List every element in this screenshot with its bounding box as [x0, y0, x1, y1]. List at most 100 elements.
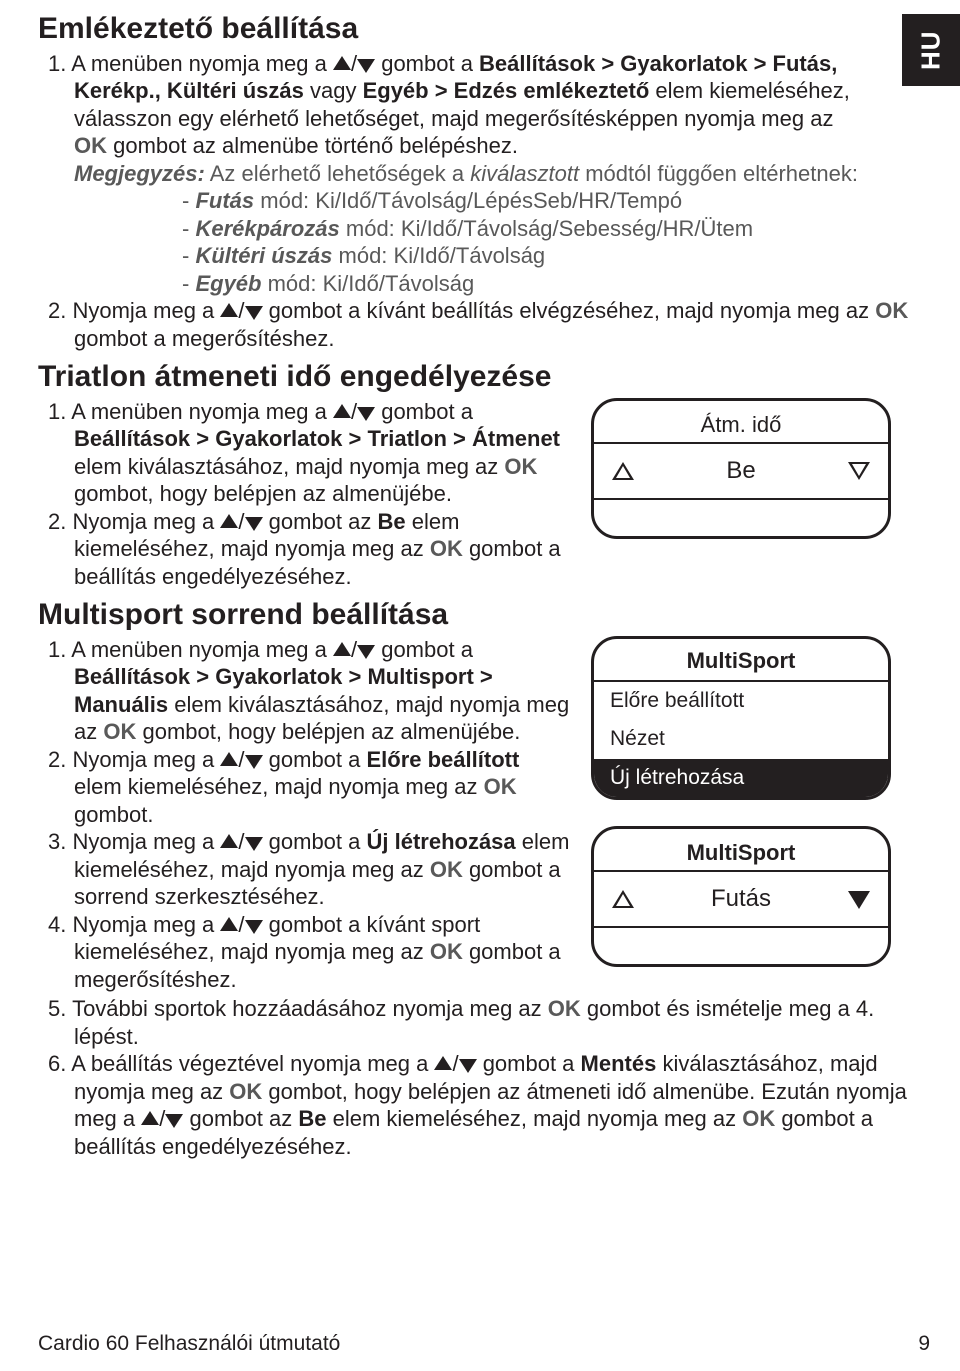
ms-select-title: MultiSport	[594, 829, 888, 871]
up-icon	[220, 303, 238, 317]
s3-step4: 4. Nyomja meg a / gombot a kívánt sport …	[38, 911, 573, 994]
screen-blank-row	[594, 928, 888, 964]
triathlon-text: 1. A menüben nyomja meg a / gombot a Beá…	[38, 398, 573, 591]
down-outline-icon	[848, 462, 870, 480]
text: gombot, hogy belépjen az almenüjébe.	[136, 719, 520, 744]
value-label: Új létrehozása	[366, 829, 515, 854]
up-outline-icon	[612, 890, 634, 908]
note-line: - Kerékpározás mód: Ki/Idő/Távolság/Sebe…	[182, 215, 930, 243]
down-icon	[245, 755, 263, 769]
text: mód: Ki/Idő/Távolság/LépésSeb/HR/Tempó	[254, 188, 682, 213]
mode-name: Kerékpározás	[195, 216, 339, 241]
ok-label: OK	[875, 298, 908, 323]
text: gombot a	[263, 747, 367, 772]
ok-label: OK	[430, 939, 463, 964]
manual-page: HU Emlékeztető beállítása 1. A menüben n…	[0, 0, 960, 1371]
s3-step6: 6. A beállítás végeztével nyomja meg a /…	[38, 1050, 930, 1160]
text: Az elérhető lehetőségek a	[205, 161, 470, 186]
text: 6. A beállítás végeztével nyomja meg a	[48, 1051, 434, 1076]
up-icon	[220, 834, 238, 848]
text: 1. A menüben nyomja meg a	[48, 51, 333, 76]
text: -	[182, 216, 195, 241]
text: 2. Nyomja meg a	[48, 747, 220, 772]
text: gombot az	[183, 1106, 298, 1131]
ok-label: OK	[430, 857, 463, 882]
device-screen-transition: Átm. idő Be	[591, 398, 891, 540]
ms-select-value: Futás	[634, 884, 848, 914]
ms-menu-item-selected: Új létrehozása	[594, 759, 888, 797]
note-label: Megjegyzés:	[74, 161, 205, 186]
down-icon	[165, 1114, 183, 1128]
text: elem kiemeléséhez, majd nyomja meg az	[74, 774, 484, 799]
text: elem kiválasztásához, majd nyomja meg az	[74, 454, 504, 479]
down-icon	[357, 407, 375, 421]
down-icon	[357, 645, 375, 659]
down-icon	[245, 837, 263, 851]
up-icon	[333, 56, 351, 70]
ok-label: OK	[74, 133, 107, 158]
text: kiválasztott	[470, 161, 579, 186]
screen-value-row: Be	[594, 442, 888, 500]
text: gombot a megerősítéshez.	[74, 326, 334, 351]
up-outline-icon	[612, 462, 634, 480]
text: gombot a	[375, 51, 479, 76]
value-label: Előre beállított	[366, 747, 519, 772]
note-line: - Futás mód: Ki/Idő/Távolság/LépésSeb/HR…	[182, 187, 930, 215]
up-icon	[220, 752, 238, 766]
text: gombot, hogy belépjen az almenüjébe.	[74, 481, 452, 506]
ms-select-row: Futás	[594, 870, 888, 928]
text: mód: Ki/Idő/Távolság/Sebesség/HR/Ütem	[340, 216, 753, 241]
text: -	[182, 271, 195, 296]
text: vagy	[304, 78, 363, 103]
text: mód: Ki/Idő/Távolság	[261, 271, 474, 296]
menu-path: Egyéb > Edzés emlékeztető	[363, 78, 650, 103]
ok-label: OK	[742, 1106, 775, 1131]
s2-step1: 1. A menüben nyomja meg a / gombot a Beá…	[38, 398, 573, 508]
heading-triathlon: Triatlon átmeneti idő engedélyezése	[38, 358, 930, 396]
text: mód: Ki/Idő/Távolság	[332, 243, 545, 268]
note-lines: - Futás mód: Ki/Idő/Távolság/LépésSeb/HR…	[74, 187, 930, 297]
multisport-screens-col: MultiSport Előre beállított Nézet Új lét…	[591, 636, 911, 996]
section-triathlon: 1. A menüben nyomja meg a / gombot a Beá…	[38, 398, 930, 591]
value-label: Be	[298, 1106, 326, 1131]
s3-step5: 5. További sportok hozzáadásához nyomja …	[38, 995, 930, 1050]
note-line: - Egyéb mód: Ki/Idő/Távolság	[182, 270, 930, 298]
mode-name: Futás	[195, 188, 254, 213]
device-screen-multisport-select: MultiSport Futás	[591, 826, 891, 968]
heading-reminder: Emlékeztető beállítása	[38, 10, 930, 48]
text: gombot.	[74, 802, 154, 827]
page-number: 9	[918, 1331, 930, 1357]
mode-name: Egyéb	[195, 271, 261, 296]
up-icon	[333, 642, 351, 656]
text: gombot a	[375, 399, 473, 424]
down-icon	[245, 920, 263, 934]
ms-menu-item: Nézet	[594, 720, 888, 758]
text: 3. Nyomja meg a	[48, 829, 220, 854]
down-icon	[245, 306, 263, 320]
s1-step2: 2. Nyomja meg a / gombot a kívánt beállí…	[38, 297, 930, 352]
footer-title: Cardio 60 Felhasználói útmutató	[38, 1331, 340, 1357]
text: 2. Nyomja meg a	[48, 298, 220, 323]
heading-multisport: Multisport sorrend beállítása	[38, 596, 930, 634]
ok-label: OK	[548, 996, 581, 1021]
up-icon	[333, 404, 351, 418]
text: 5. További sportok hozzáadásához nyomja …	[48, 996, 548, 1021]
down-icon	[245, 517, 263, 531]
text: gombot a	[375, 637, 473, 662]
ok-label: OK	[430, 536, 463, 561]
s3-step3: 3. Nyomja meg a / gombot a Új létrehozás…	[38, 828, 573, 911]
note-line: - Kültéri úszás mód: Ki/Idő/Távolság	[182, 242, 930, 270]
screen-value: Be	[634, 456, 848, 486]
screen-blank-row	[594, 500, 888, 536]
s3-step2: 2. Nyomja meg a / gombot a Előre beállít…	[38, 746, 573, 829]
text: gombot a kívánt beállítás elvégzéséhez, …	[263, 298, 876, 323]
text: módtól függően eltérhetnek:	[579, 161, 858, 186]
text: gombot a	[263, 829, 367, 854]
value-label: Mentés	[581, 1051, 657, 1076]
text: -	[182, 188, 195, 213]
s1-step1: 1. A menüben nyomja meg a / gombot a Beá…	[38, 50, 930, 160]
text: 4. Nyomja meg a	[48, 912, 220, 937]
ms-menu-item: Előre beállított	[594, 682, 888, 720]
section-multisport: 1. A menüben nyomja meg a / gombot a Beá…	[38, 636, 930, 996]
text: gombot az almenübe történő belépéshez.	[107, 133, 518, 158]
